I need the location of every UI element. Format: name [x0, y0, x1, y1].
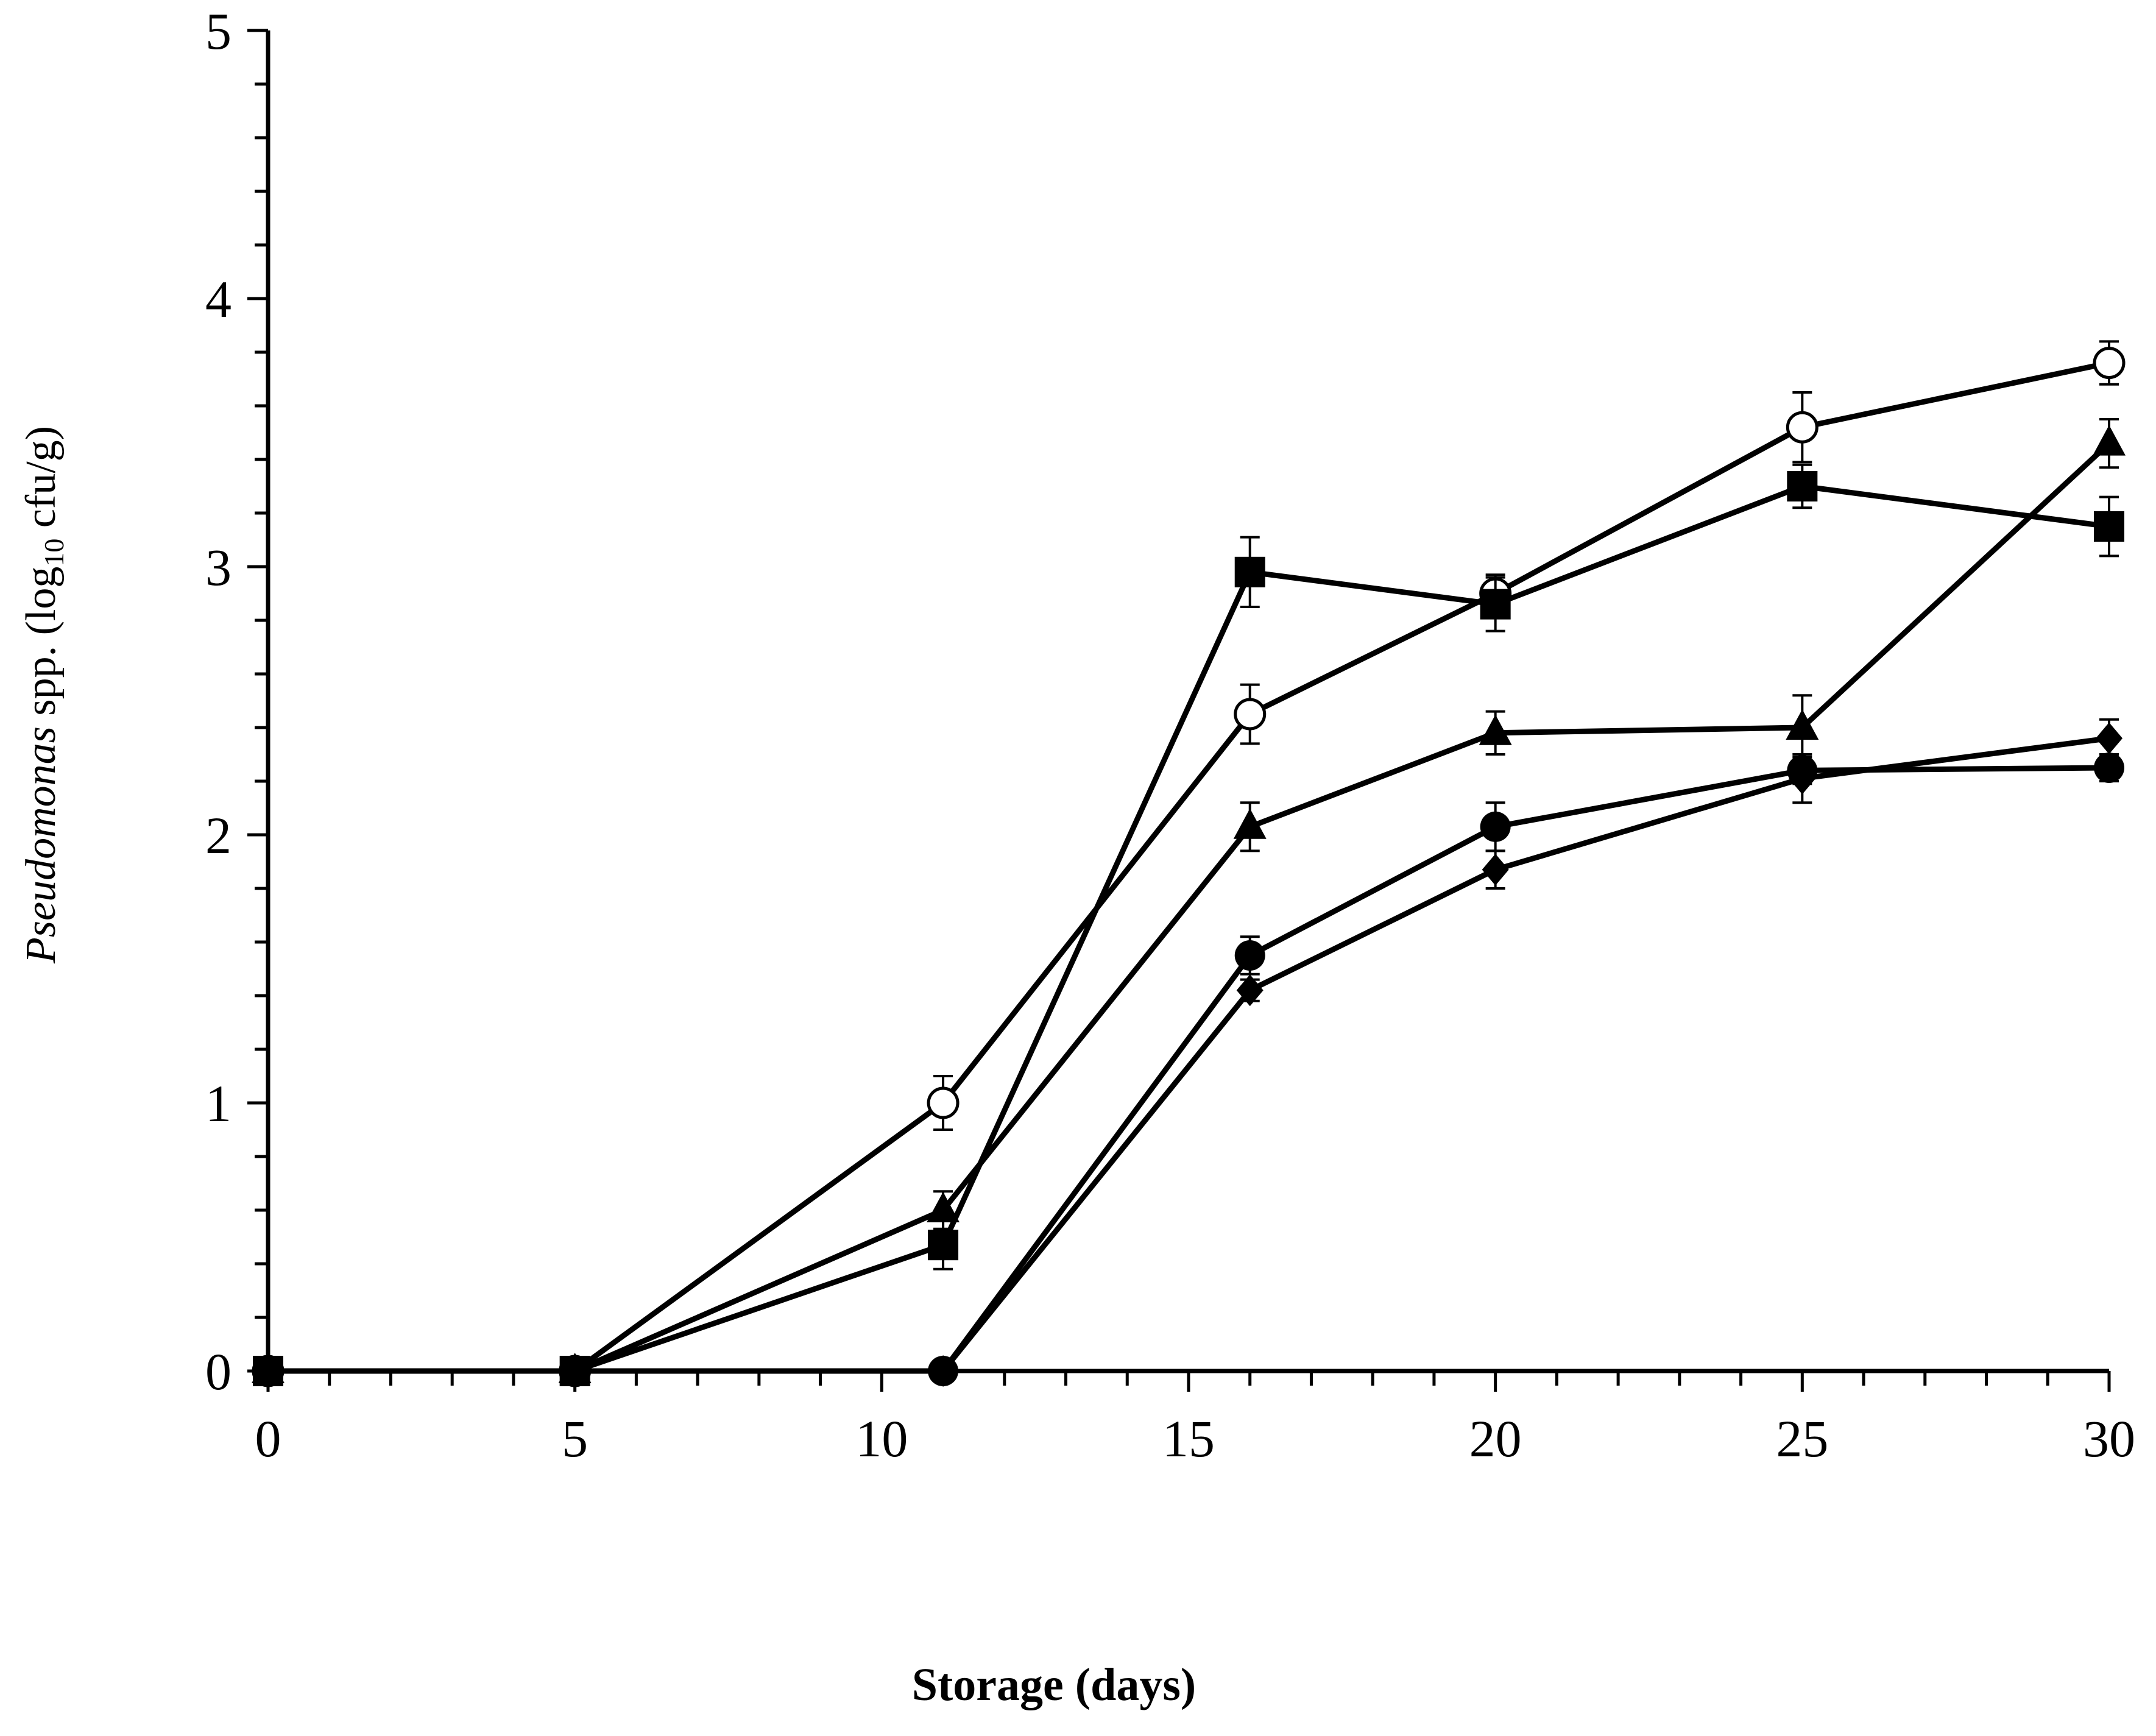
series-line-open-circle	[265, 360, 2112, 1374]
square-marker	[2094, 511, 2124, 542]
y-axis-title-italic: Pseudomonas	[18, 726, 65, 964]
open-circle-marker	[1786, 411, 1818, 444]
y-tick-label: 4	[205, 270, 232, 328]
x-tick-label: 10	[855, 1409, 908, 1468]
series-line-filled-square	[265, 483, 2112, 1374]
diamond-marker	[1789, 762, 1816, 795]
x-tick-label: 5	[562, 1409, 588, 1468]
x-tick-label: 20	[1469, 1409, 1522, 1468]
x-tick-label: 0	[255, 1409, 281, 1468]
series-filled-triangle	[252, 418, 2126, 1383]
y-axis-title-part1: spp. (log	[18, 567, 65, 727]
x-tick-label: 30	[2083, 1409, 2135, 1468]
diamond-marker	[1236, 974, 1264, 1007]
filled-circle-marker	[1234, 940, 1265, 971]
diamond-marker	[561, 1355, 588, 1387]
y-tick-label: 5	[205, 2, 232, 60]
series-filled-square	[253, 463, 2124, 1386]
open-circle-marker	[1234, 698, 1267, 731]
square-marker	[928, 1230, 959, 1261]
series-filled-diamond	[255, 718, 2122, 1387]
y-tick-label: 0	[205, 1342, 232, 1401]
y-tick-label: 3	[205, 538, 232, 597]
diamond-marker	[930, 1355, 957, 1387]
x-axis-title: Storage (days)	[912, 1659, 1196, 1710]
series-layer	[252, 340, 2126, 1387]
series-open-circle	[252, 340, 2126, 1387]
triangle-marker	[1233, 808, 1267, 839]
square-marker	[1234, 556, 1265, 587]
triangle-marker	[1479, 714, 1512, 745]
axes: 0 5 10 15 20 25 30 0 1 2 3 4 5	[205, 2, 2135, 1468]
y-axis-title-subscript: 10	[38, 539, 69, 567]
y-axis-title: Pseudomonas spp. (log10 cfu/g)	[18, 426, 69, 964]
x-tick-label: 25	[1776, 1409, 1828, 1468]
y-tick-label: 2	[205, 806, 232, 865]
diamond-marker	[255, 1355, 281, 1387]
square-marker	[1480, 589, 1511, 620]
y-tick-label: 1	[205, 1074, 232, 1133]
series-line-filled-triangle	[265, 441, 2112, 1374]
y-axis-title-part2: cfu/g)	[18, 426, 65, 539]
square-marker	[1787, 471, 1818, 501]
triangle-marker	[2093, 425, 2126, 456]
diamond-marker	[1482, 854, 1509, 886]
filled-circle-marker	[2094, 753, 2124, 783]
open-circle-marker	[927, 1086, 960, 1119]
series-line-filled-diamond	[265, 735, 2112, 1374]
triangle-marker	[1786, 709, 1819, 740]
diamond-marker	[2096, 722, 2122, 754]
open-circle-marker	[2093, 347, 2126, 380]
x-tick-label: 15	[1162, 1409, 1215, 1468]
triangle-marker	[927, 1192, 960, 1222]
filled-circle-marker	[1480, 811, 1511, 842]
